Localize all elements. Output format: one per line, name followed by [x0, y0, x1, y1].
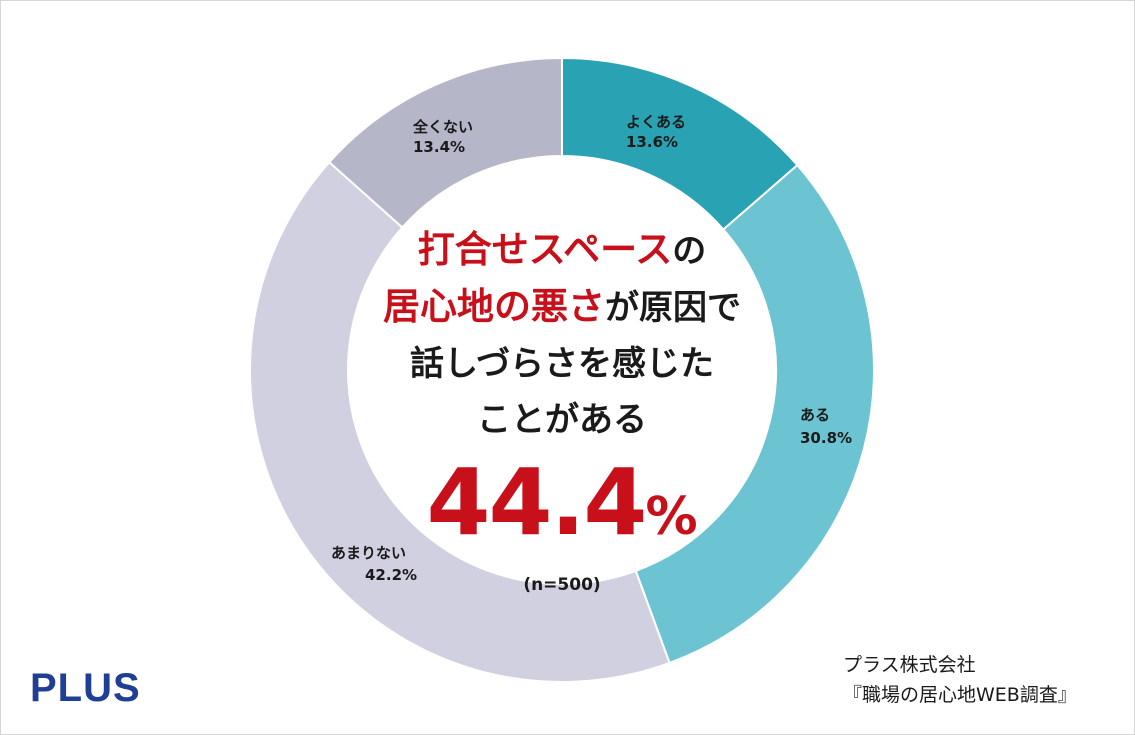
survey-name: 『職場の居心地WEB調査』: [843, 684, 1077, 706]
headline-line-3: 話しづらさを感じた: [410, 344, 714, 384]
result-percent-sign: %: [645, 487, 698, 547]
slice-label-amarinai: あまりない: [331, 544, 406, 562]
headline-line-2: 居心地の悪さが原因で: [362, 279, 762, 336]
plus-logo: PLUS: [30, 666, 141, 710]
slice-value-aru: 30.8%: [800, 429, 852, 447]
donut-slices: [249, 56, 875, 683]
result-number: 44.4: [426, 449, 647, 556]
slice-labels: よくある 13.6% ある 30.8% あまりない 42.2% 全くない 13.…: [331, 113, 852, 584]
sample-size: (n=500): [523, 575, 601, 595]
donut-slice-amarinai: [249, 160, 671, 683]
headline-highlight-1: 打合せスペース: [417, 228, 673, 271]
slice-value-mattakunai: 13.4%: [413, 138, 465, 156]
slice-label-yokuaru: よくある: [626, 113, 686, 131]
headline-highlight-2: 居心地の悪さ: [383, 285, 605, 328]
donut-slice-aru: [634, 163, 875, 665]
headline-line-1: 打合せスペースの: [362, 222, 762, 279]
result-percentage: 44.4%: [362, 454, 762, 578]
headline-text-2: が原因で: [605, 288, 741, 328]
slice-label-aru: ある: [800, 406, 830, 424]
donut-slice-mattakunai: [327, 56, 563, 229]
center-annotation: 打合せスペースの 居心地の悪さが原因で 話しづらさを感じた ことがある 44.4…: [362, 222, 762, 596]
headline-text-1: の: [672, 231, 707, 271]
headline-line-4: ことがある: [477, 400, 647, 440]
company-name: プラス株式会社: [843, 654, 976, 676]
source-credit: プラス株式会社 『職場の居心地WEB調査』: [843, 650, 1077, 710]
slice-value-yokuaru: 13.6%: [626, 133, 678, 151]
slice-label-mattakunai: 全くない: [412, 118, 473, 136]
slice-value-amarinai: 42.2%: [365, 566, 417, 584]
